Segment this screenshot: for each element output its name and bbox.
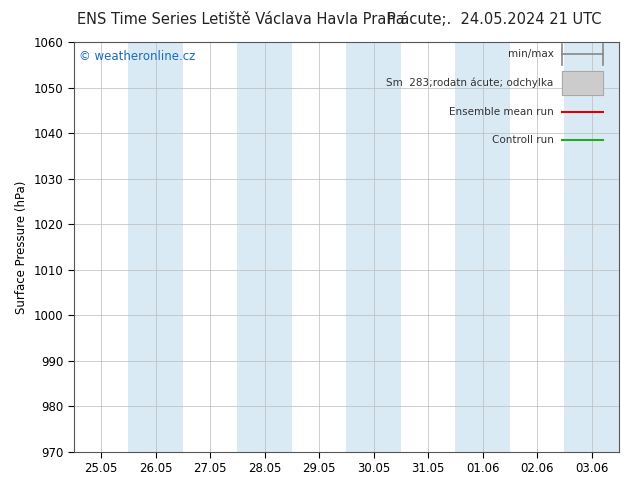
- Bar: [564, 42, 619, 452]
- Text: Sm  283;rodatn ácute; odchylka: Sm 283;rodatn ácute; odchylka: [386, 78, 553, 88]
- Bar: [128, 42, 183, 452]
- Text: ENS Time Series Letiště Václava Havla Praha: ENS Time Series Letiště Václava Havla Pr…: [77, 12, 404, 27]
- Text: © weatheronline.cz: © weatheronline.cz: [79, 50, 195, 63]
- Bar: [562, 71, 603, 95]
- Text: Ensemble mean run: Ensemble mean run: [449, 107, 553, 117]
- Bar: [237, 42, 292, 452]
- Text: P ácute;.  24.05.2024 21 UTC: P ácute;. 24.05.2024 21 UTC: [387, 12, 602, 27]
- Bar: [346, 42, 401, 452]
- Bar: [401, 42, 455, 452]
- Bar: [74, 42, 128, 452]
- Text: Controll run: Controll run: [492, 135, 553, 146]
- Bar: [510, 42, 564, 452]
- Bar: [183, 42, 237, 452]
- Bar: [455, 42, 510, 452]
- Bar: [292, 42, 346, 452]
- Text: min/max: min/max: [508, 49, 553, 59]
- Bar: [562, 71, 603, 95]
- Y-axis label: Surface Pressure (hPa): Surface Pressure (hPa): [15, 180, 28, 314]
